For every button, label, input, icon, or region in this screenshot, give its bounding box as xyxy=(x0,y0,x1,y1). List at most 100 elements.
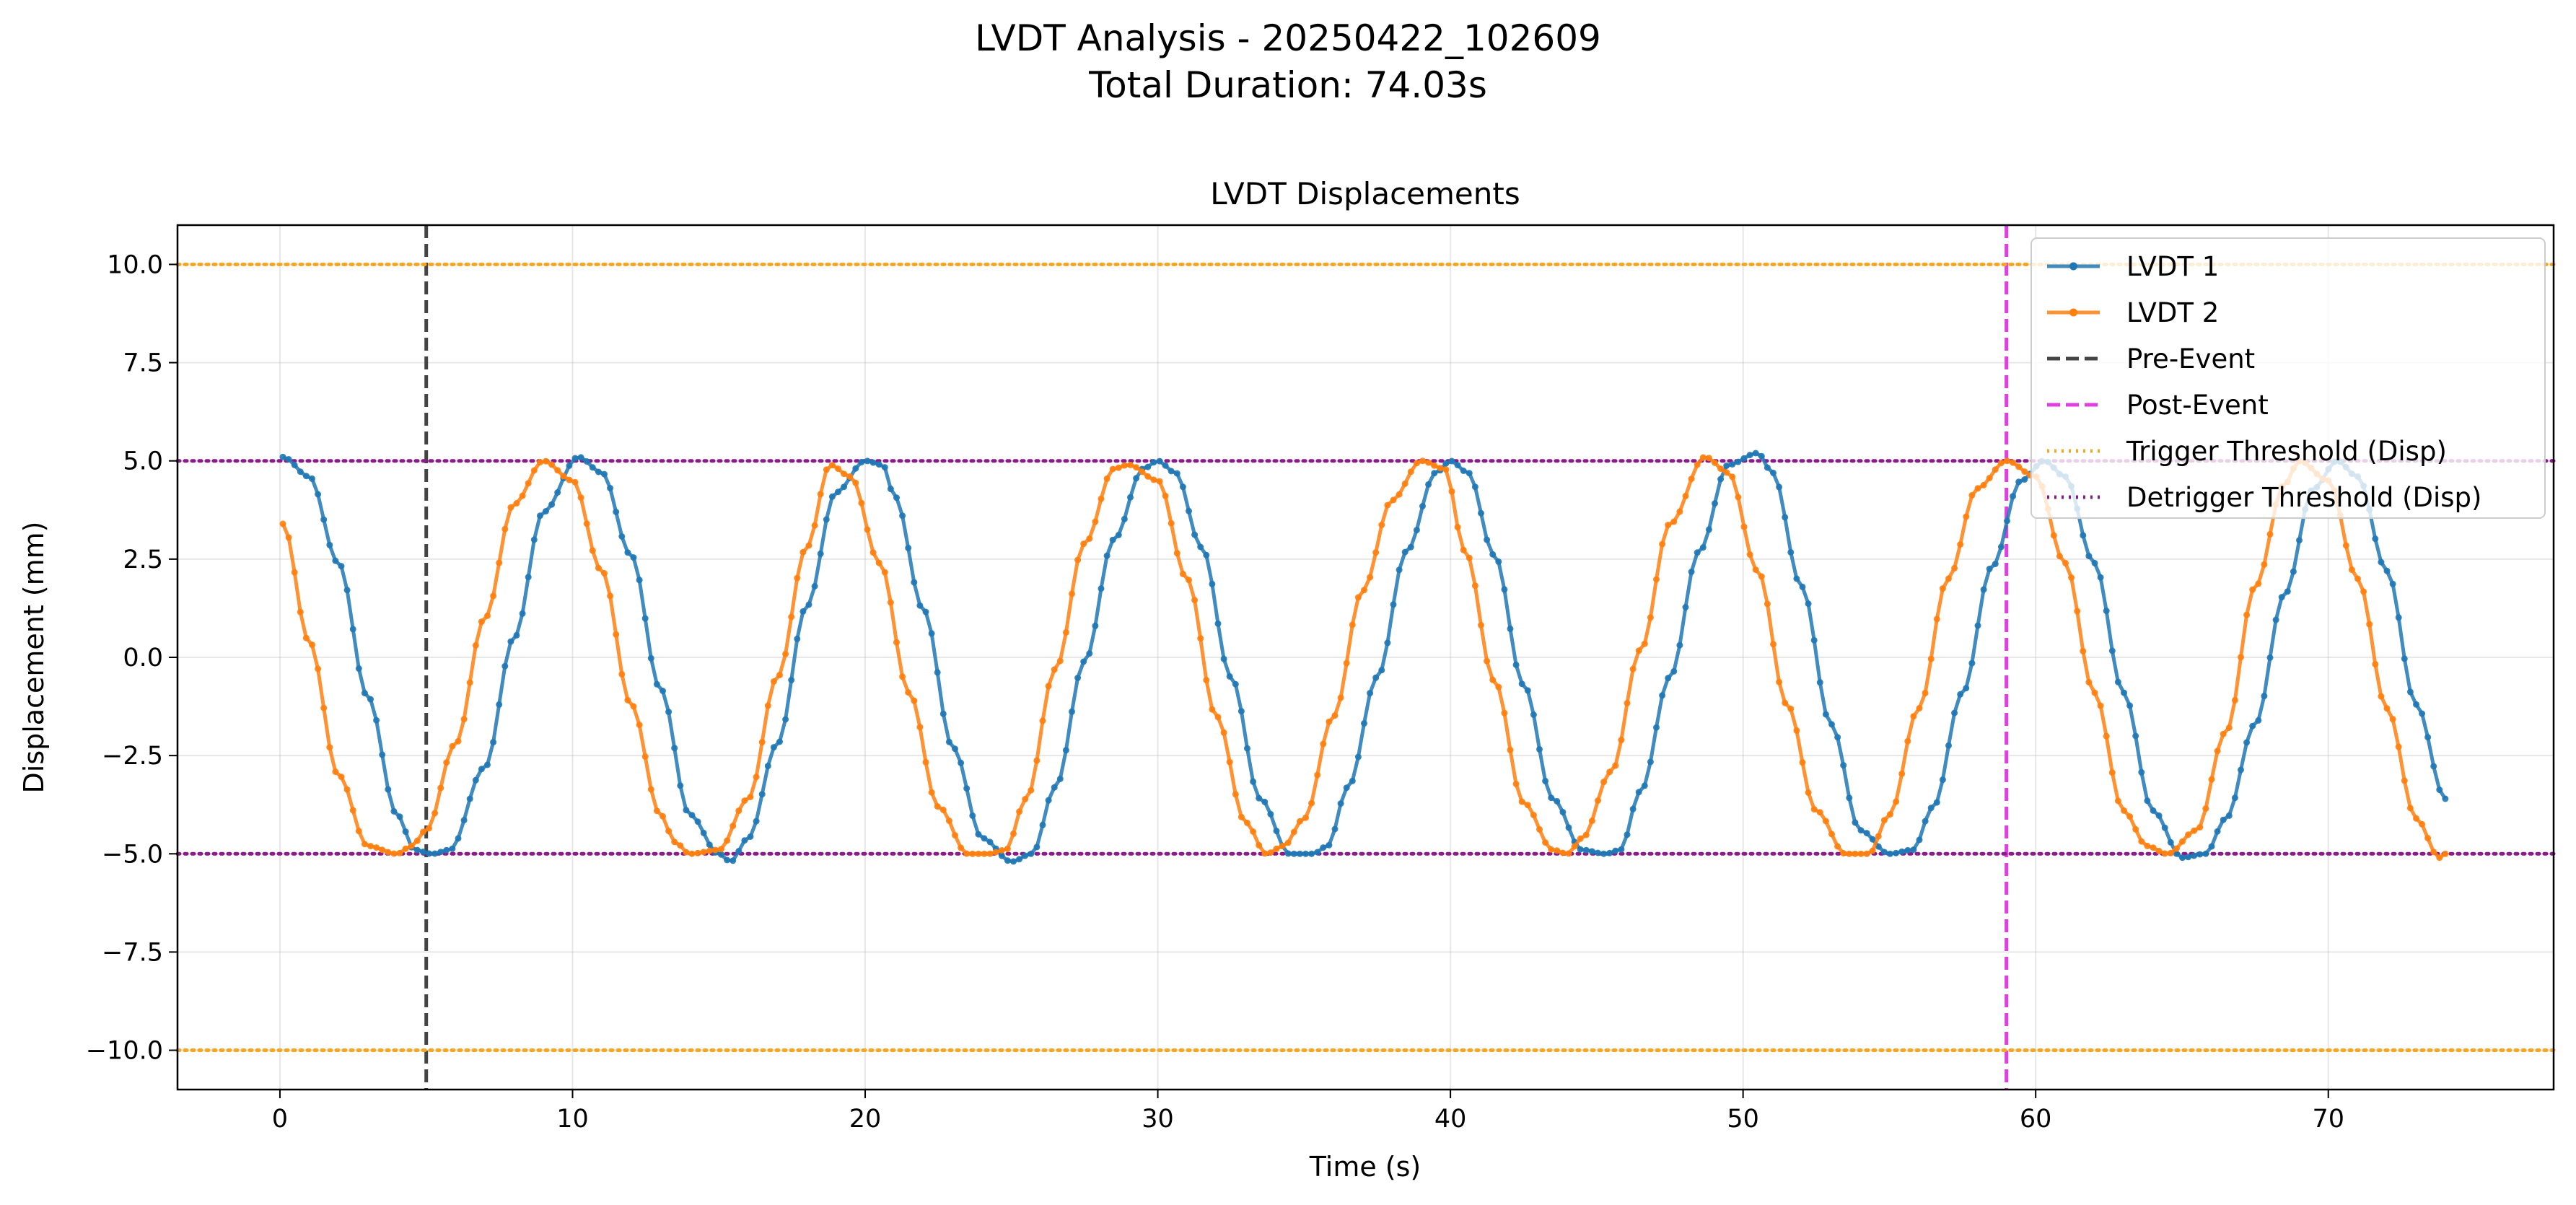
lvdt-2-point xyxy=(2114,797,2121,805)
x-axis-label: Time (s) xyxy=(1309,1151,1421,1183)
legend-label: Post-Event xyxy=(2126,390,2269,421)
lvdt-1-point xyxy=(449,845,456,852)
lvdt-1-point xyxy=(1992,561,1999,567)
lvdt-2-point xyxy=(1220,729,1227,736)
lvdt-2-point xyxy=(2430,849,2437,856)
lvdt-1-point xyxy=(1098,585,1105,592)
lvdt-1-point xyxy=(1699,544,1707,551)
lvdt-1-point xyxy=(1682,604,1689,610)
lvdt-1-point xyxy=(2231,794,2238,802)
lvdt-1-point xyxy=(1080,658,1087,665)
lvdt-1-point xyxy=(1214,620,1222,627)
lvdt-2-point xyxy=(349,807,356,814)
lvdt-2-point xyxy=(1746,551,1753,558)
lvdt-1-point xyxy=(1805,600,1812,608)
lvdt-2-point xyxy=(2208,776,2215,783)
lvdt-2-point xyxy=(1963,513,1970,520)
lvdt-1-point xyxy=(1051,784,1058,791)
lvdt-1-point xyxy=(2097,574,2104,581)
lvdt-1-point xyxy=(583,458,590,465)
lvdt-1-point xyxy=(501,662,509,670)
lvdt-2-point xyxy=(2179,838,2186,845)
lvdt-2-point xyxy=(2132,825,2139,833)
y-tick-label: 0.0 xyxy=(123,644,163,672)
lvdt-1-point xyxy=(466,795,473,802)
lvdt-1-point xyxy=(1343,784,1350,792)
lvdt-1-point xyxy=(1092,622,1099,629)
lvdt-1-point xyxy=(1816,679,1823,686)
lvdt-1-point xyxy=(1209,580,1216,587)
lvdt-1-point xyxy=(2004,517,2010,525)
lvdt-1-point xyxy=(2372,535,2379,543)
lvdt-1-point xyxy=(893,494,900,501)
lvdt-1-point xyxy=(1179,483,1186,491)
lvdt-1-point xyxy=(1121,515,1128,522)
lvdt-2-point xyxy=(2231,696,2238,704)
lvdt-2-point xyxy=(1167,520,1175,527)
lvdt-2-point xyxy=(969,850,976,857)
figure-title-line1: LVDT Analysis - 20250422_102609 xyxy=(975,17,1601,59)
lvdt-2-point xyxy=(2436,854,2443,862)
lvdt-2-point xyxy=(1256,841,1263,849)
lvdt-2-point xyxy=(560,473,567,480)
lvdt-2-point xyxy=(1612,762,1619,769)
lvdt-1-point xyxy=(1963,685,1970,692)
lvdt-2-point xyxy=(700,849,707,856)
lvdt-2-point xyxy=(1016,808,1023,815)
lvdt-2-point xyxy=(1524,802,1531,809)
lvdt-2-point xyxy=(1226,758,1233,766)
lvdt-2-point xyxy=(373,844,380,851)
lvdt-2-point xyxy=(583,520,590,527)
lvdt-1-point xyxy=(1933,799,1940,806)
lvdt-2-point xyxy=(671,838,678,846)
lvdt-1-point xyxy=(543,508,549,514)
lvdt-1-point xyxy=(817,550,824,557)
lvdt-2-point xyxy=(601,570,608,577)
lvdt-2-point xyxy=(577,494,584,501)
lvdt-1-point xyxy=(1670,667,1678,675)
lvdt-1-point xyxy=(706,841,713,849)
lvdt-2-point xyxy=(1898,770,1906,777)
lvdt-2-point xyxy=(811,522,818,529)
lvdt-2-point xyxy=(548,461,556,468)
lvdt-2-point xyxy=(1880,817,1888,824)
x-tick-label: 40 xyxy=(1434,1105,1467,1134)
lvdt-1-point xyxy=(2261,693,2268,700)
lvdt-2-point xyxy=(2395,743,2402,750)
lvdt-1-point xyxy=(618,533,626,540)
lvdt-2-point xyxy=(1250,828,1257,835)
lvdt-1-point xyxy=(1191,531,1199,538)
lvdt-1-point xyxy=(1261,798,1269,805)
lvdt-2-point xyxy=(1665,522,1672,529)
lvdt-2-point xyxy=(1846,850,1853,857)
lvdt-2-point xyxy=(1384,501,1391,509)
lvdt-2-point xyxy=(2354,575,2361,582)
lvdt-2-point xyxy=(2413,815,2419,822)
lvdt-2-point xyxy=(2372,661,2379,668)
lvdt-2-point xyxy=(2185,831,2192,838)
lvdt-2-point xyxy=(1828,831,1835,838)
lvdt-1-point xyxy=(952,745,958,753)
lvdt-1-point xyxy=(2010,493,2017,500)
lvdt-1-point xyxy=(1454,462,1461,469)
lvdt-2-point xyxy=(2121,807,2127,814)
lvdt-1-point xyxy=(1694,549,1701,556)
lvdt-2-point xyxy=(869,549,877,556)
lvdt-1-point xyxy=(2021,476,2028,483)
lvdt-1-point xyxy=(899,512,906,520)
lvdt-1-point xyxy=(2126,702,2134,709)
lvdt-1-point xyxy=(1565,824,1572,831)
lvdt-1-point xyxy=(1127,494,1134,501)
lvdt-1-point xyxy=(2138,768,2145,776)
lvdt-2-point xyxy=(1922,689,1929,696)
lvdt-2-point xyxy=(2401,777,2408,784)
lvdt-2-point xyxy=(1454,524,1461,531)
lvdt-2-point xyxy=(396,849,403,856)
legend-item-post-event: Post-Event xyxy=(2047,390,2269,421)
lvdt-1-point xyxy=(764,763,771,770)
lvdt-1-point xyxy=(2436,786,2443,794)
lvdt-1-point xyxy=(1659,692,1666,699)
lvdt-2-point xyxy=(431,810,439,817)
lvdt-2-point xyxy=(1232,791,1239,798)
lvdt-1-point xyxy=(1401,548,1409,556)
